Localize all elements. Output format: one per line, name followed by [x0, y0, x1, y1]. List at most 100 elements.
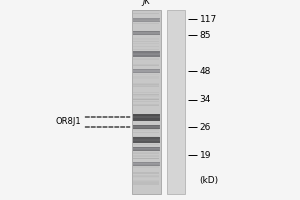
Bar — [133, 41, 159, 42]
Bar — [133, 147, 159, 148]
Bar — [133, 99, 159, 100]
Bar — [133, 51, 160, 56]
Bar — [133, 149, 159, 150]
Bar — [133, 153, 159, 154]
Bar — [133, 166, 159, 168]
Bar — [133, 46, 159, 47]
Bar — [133, 115, 159, 117]
Text: 85: 85 — [200, 30, 211, 40]
Bar — [133, 158, 159, 159]
Bar — [133, 69, 160, 73]
Bar — [133, 78, 159, 79]
Bar — [133, 94, 159, 95]
Bar — [133, 98, 159, 100]
Bar — [133, 96, 159, 97]
Bar — [133, 150, 159, 151]
Bar — [133, 116, 160, 118]
Bar — [133, 19, 159, 21]
Text: OR8J1: OR8J1 — [56, 117, 81, 127]
Bar — [133, 137, 159, 138]
Bar — [133, 139, 159, 141]
Text: 117: 117 — [200, 15, 217, 23]
Bar — [133, 136, 159, 138]
Bar — [133, 138, 159, 139]
Bar — [133, 115, 159, 117]
Bar — [133, 39, 159, 40]
Bar — [133, 19, 159, 20]
Bar — [133, 13, 159, 14]
Bar — [133, 23, 159, 24]
Bar — [132, 10, 160, 194]
Bar — [133, 99, 159, 100]
Bar — [133, 19, 160, 21]
Bar — [133, 132, 159, 133]
Bar — [133, 31, 160, 35]
Bar — [133, 155, 159, 156]
Bar — [133, 114, 159, 116]
Bar — [133, 172, 159, 174]
Bar — [133, 164, 159, 166]
Bar — [133, 51, 159, 52]
Bar — [133, 52, 159, 53]
Bar — [133, 49, 159, 50]
Bar — [133, 176, 159, 178]
Bar — [133, 172, 159, 174]
Text: 19: 19 — [200, 151, 211, 160]
Bar — [133, 101, 159, 102]
Text: 34: 34 — [200, 96, 211, 104]
Bar — [133, 53, 159, 54]
Bar — [133, 65, 159, 66]
Bar — [133, 127, 159, 129]
Bar — [133, 58, 159, 59]
Bar — [133, 139, 160, 141]
Bar — [133, 144, 159, 145]
Bar — [133, 104, 159, 106]
Bar — [133, 162, 160, 166]
Bar — [133, 184, 159, 185]
Bar — [133, 175, 159, 177]
Bar — [133, 85, 159, 87]
Bar — [133, 172, 159, 174]
Text: 26: 26 — [200, 122, 211, 132]
Bar — [133, 59, 159, 60]
Bar — [133, 64, 159, 66]
Bar — [133, 147, 160, 151]
Bar — [133, 137, 160, 143]
Bar — [133, 148, 160, 150]
Bar — [133, 105, 159, 106]
Bar — [133, 92, 159, 93]
Bar — [133, 139, 159, 140]
Bar — [133, 114, 160, 120]
Bar — [133, 86, 159, 87]
Bar — [133, 163, 160, 165]
Bar — [133, 32, 160, 34]
Bar — [133, 18, 160, 22]
Bar — [133, 182, 159, 184]
Bar — [133, 70, 160, 72]
Bar — [133, 43, 159, 44]
Bar — [133, 117, 159, 119]
Bar — [133, 53, 160, 55]
Bar — [167, 10, 184, 194]
Bar — [133, 156, 159, 157]
Bar — [133, 152, 159, 153]
Bar — [133, 94, 159, 96]
Bar — [133, 125, 160, 129]
Bar — [133, 126, 160, 128]
Bar — [133, 76, 159, 78]
Bar — [133, 181, 159, 182]
Bar — [133, 31, 159, 32]
Bar — [133, 158, 159, 159]
Bar — [133, 158, 159, 159]
Bar — [133, 74, 159, 75]
Bar — [133, 128, 159, 130]
Bar — [133, 10, 159, 11]
Bar — [133, 180, 159, 181]
Bar — [133, 13, 159, 14]
Bar — [133, 83, 159, 85]
Bar — [133, 84, 159, 85]
Bar — [133, 127, 159, 128]
Text: 48: 48 — [200, 66, 211, 75]
Bar — [133, 130, 159, 131]
Text: JK: JK — [142, 0, 150, 6]
